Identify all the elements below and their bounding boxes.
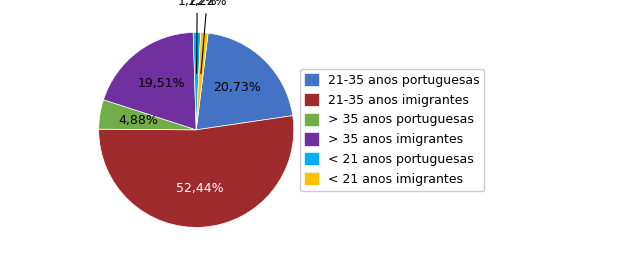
Text: 1,22%: 1,22% bbox=[177, 0, 217, 73]
Text: 19,51%: 19,51% bbox=[137, 77, 185, 90]
Text: 20,73%: 20,73% bbox=[213, 81, 261, 95]
Wedge shape bbox=[99, 116, 294, 227]
Wedge shape bbox=[99, 100, 196, 130]
Wedge shape bbox=[193, 32, 201, 130]
Wedge shape bbox=[103, 32, 196, 130]
Legend: 21-35 anos portuguesas, 21-35 anos imigrantes, > 35 anos portuguesas, > 35 anos : 21-35 anos portuguesas, 21-35 anos imigr… bbox=[300, 69, 484, 191]
Text: 1,22%: 1,22% bbox=[187, 0, 227, 74]
Text: 52,44%: 52,44% bbox=[177, 182, 224, 195]
Wedge shape bbox=[196, 33, 292, 130]
Text: 4,88%: 4,88% bbox=[118, 114, 158, 127]
Wedge shape bbox=[196, 32, 208, 130]
